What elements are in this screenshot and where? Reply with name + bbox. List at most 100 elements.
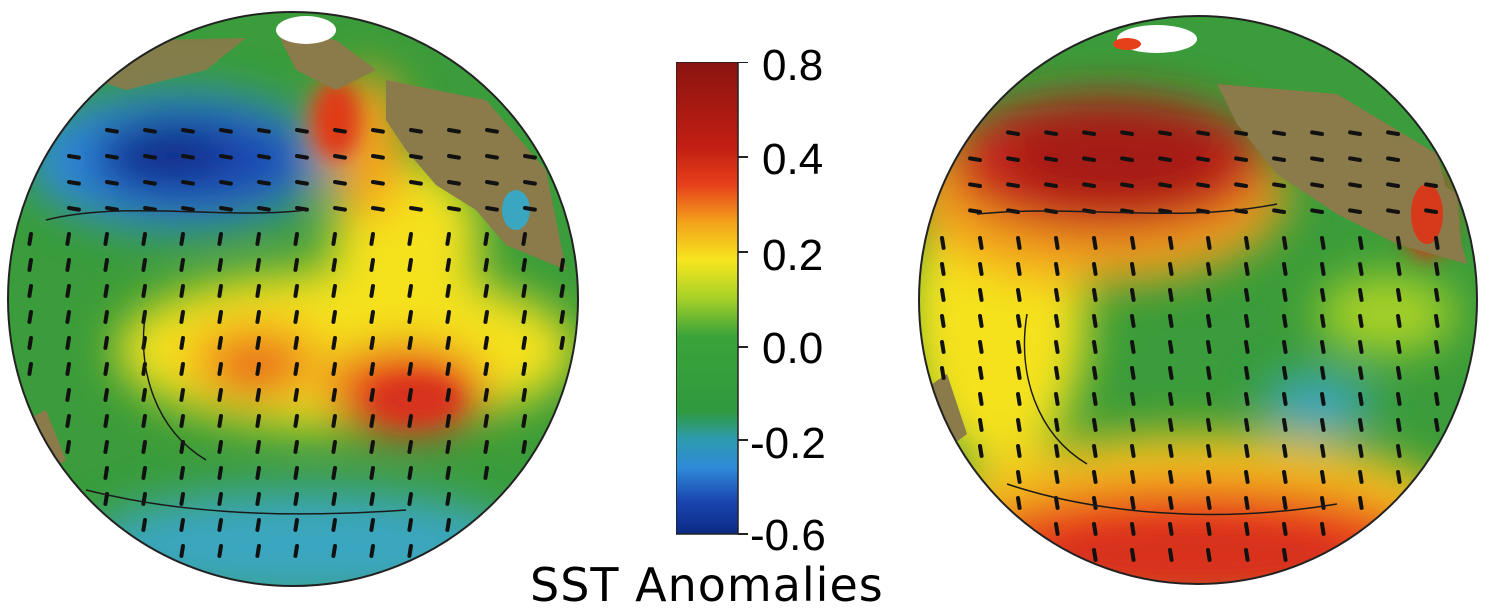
wind-vector xyxy=(369,414,375,428)
wind-vector xyxy=(1168,392,1174,406)
wind-vector xyxy=(978,392,984,406)
wind-vector xyxy=(103,492,109,506)
wind-vector xyxy=(1358,470,1364,484)
wind-vector xyxy=(1396,340,1402,354)
wind-vector xyxy=(978,314,984,328)
wind-vector xyxy=(179,258,185,272)
wind-vector xyxy=(1016,366,1022,380)
wind-vector xyxy=(407,336,413,350)
wind-vector xyxy=(1244,288,1250,302)
wind-vector xyxy=(1358,288,1364,302)
wind-vector xyxy=(293,258,299,272)
wind-vector xyxy=(1016,340,1022,354)
wind-vector xyxy=(1348,130,1362,136)
wind-vector xyxy=(1054,470,1060,484)
wind-vector xyxy=(1320,522,1326,536)
wind-vector xyxy=(485,154,499,160)
wind-vector xyxy=(255,232,261,246)
wind-vector xyxy=(1386,208,1400,214)
wind-vector xyxy=(331,336,337,350)
wind-vector xyxy=(1244,236,1250,250)
wind-vector xyxy=(968,156,982,162)
wind-vector xyxy=(293,388,299,402)
wind-vector xyxy=(143,154,157,160)
wind-vector xyxy=(1082,130,1096,136)
wind-vector xyxy=(1434,418,1440,432)
wind-vector xyxy=(1244,470,1250,484)
wind-vector xyxy=(369,258,375,272)
wind-vector xyxy=(141,440,147,454)
wind-vector xyxy=(1206,288,1212,302)
wind-vector xyxy=(1282,236,1288,250)
wind-vector xyxy=(1016,418,1022,432)
wind-vector xyxy=(143,206,157,212)
wind-vector xyxy=(1234,156,1248,162)
wind-vector xyxy=(1092,444,1098,458)
wind-vector xyxy=(1130,496,1136,510)
colorbar-tick-label: 0.0 xyxy=(762,324,824,373)
wind-vector xyxy=(105,206,119,212)
wind-vector xyxy=(1396,470,1402,484)
wind-vector xyxy=(27,258,33,272)
wind-vector xyxy=(1320,236,1326,250)
wind-vector xyxy=(179,414,185,428)
wind-vector xyxy=(1386,130,1400,136)
wind-vector xyxy=(1168,496,1174,510)
wind-vector xyxy=(1396,392,1402,406)
wind-vector xyxy=(1054,262,1060,276)
wind-vector xyxy=(1282,444,1288,458)
wind-vector xyxy=(369,518,375,532)
wind-vector xyxy=(295,206,309,212)
wind-vector xyxy=(407,518,413,532)
wind-vector xyxy=(181,154,195,160)
wind-vector xyxy=(255,258,261,272)
wind-vector xyxy=(1244,340,1250,354)
wind-vector xyxy=(1016,262,1022,276)
wind-vector xyxy=(293,336,299,350)
wind-vector xyxy=(179,544,185,558)
wind-vector xyxy=(407,544,413,558)
wind-vector xyxy=(1016,392,1022,406)
wind-vector xyxy=(293,414,299,428)
wind-vector xyxy=(295,128,309,134)
wind-vector xyxy=(103,414,109,428)
wind-vector xyxy=(105,128,119,134)
wind-vector xyxy=(407,414,413,428)
wind-vector xyxy=(255,336,261,350)
colorbar-gradient xyxy=(676,62,739,535)
wind-vector xyxy=(1434,392,1440,406)
wind-vector xyxy=(255,362,261,376)
wind-vector xyxy=(1168,288,1174,302)
wind-vector xyxy=(978,262,984,276)
wind-vector xyxy=(1168,340,1174,354)
wind-vector xyxy=(179,362,185,376)
wind-vector xyxy=(293,518,299,532)
wind-vector xyxy=(179,284,185,298)
wind-vector xyxy=(217,440,223,454)
wind-vector xyxy=(1130,522,1136,536)
wind-vector xyxy=(141,466,147,480)
wind-vector xyxy=(333,128,347,134)
wind-vector xyxy=(1168,262,1174,276)
wind-vector xyxy=(255,284,261,298)
wind-vector xyxy=(1282,470,1288,484)
wind-vector xyxy=(1016,288,1022,302)
wind-vector xyxy=(105,180,119,186)
wind-vector xyxy=(1168,444,1174,458)
wind-vector xyxy=(293,440,299,454)
wind-vector xyxy=(219,128,233,134)
wind-vector xyxy=(27,232,33,246)
left-globe-svg xyxy=(7,11,579,587)
wind-vector xyxy=(1234,130,1248,136)
wind-vector xyxy=(1092,236,1098,250)
colorbar-tick-label: 0.4 xyxy=(762,135,824,184)
wind-vector xyxy=(1396,288,1402,302)
wind-vector xyxy=(1092,522,1098,536)
wind-vector xyxy=(1310,156,1324,162)
wind-vector xyxy=(523,154,537,160)
wind-vector xyxy=(1158,156,1172,162)
wind-vector xyxy=(103,388,109,402)
wind-vector xyxy=(65,362,71,376)
wind-vector xyxy=(1016,236,1022,250)
wind-vector xyxy=(483,232,489,246)
